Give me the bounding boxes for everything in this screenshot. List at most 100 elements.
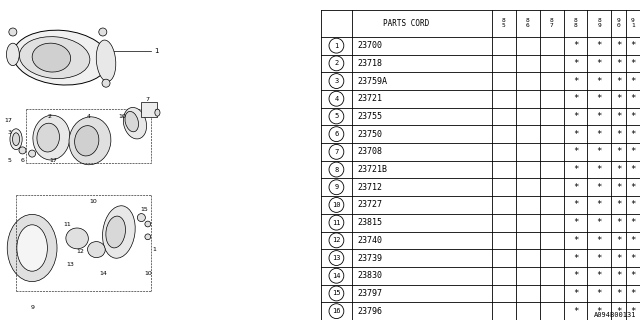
Text: *: * (596, 147, 602, 156)
Text: 23700: 23700 (358, 41, 383, 50)
Ellipse shape (155, 109, 160, 116)
Text: *: * (630, 253, 636, 262)
Text: 23718: 23718 (358, 59, 383, 68)
Text: 12: 12 (332, 237, 340, 243)
Ellipse shape (106, 216, 125, 248)
Text: *: * (596, 253, 602, 262)
Text: 23712: 23712 (358, 183, 383, 192)
Text: 23750: 23750 (358, 130, 383, 139)
Text: A094B00131: A094B00131 (595, 312, 637, 318)
Text: 3: 3 (334, 78, 339, 84)
Ellipse shape (7, 214, 57, 282)
Text: 2: 2 (334, 60, 339, 66)
Ellipse shape (13, 133, 20, 146)
Text: 23755: 23755 (358, 112, 383, 121)
Text: 10: 10 (90, 199, 97, 204)
Text: *: * (573, 130, 578, 139)
Ellipse shape (33, 115, 70, 160)
Text: *: * (573, 76, 578, 85)
Text: *: * (616, 236, 621, 245)
Text: *: * (630, 112, 636, 121)
Text: 23721B: 23721B (358, 165, 388, 174)
Text: *: * (596, 307, 602, 316)
FancyBboxPatch shape (141, 102, 157, 117)
Ellipse shape (17, 225, 47, 271)
Text: 2: 2 (48, 114, 52, 119)
Text: *: * (616, 253, 621, 262)
Text: *: * (630, 271, 636, 280)
Text: 9
0: 9 0 (616, 18, 620, 28)
Ellipse shape (19, 147, 26, 154)
Text: *: * (596, 183, 602, 192)
Text: 10: 10 (118, 114, 126, 119)
Text: 8
5: 8 5 (502, 18, 506, 28)
Ellipse shape (6, 43, 19, 66)
Ellipse shape (32, 43, 70, 72)
Text: 8
9: 8 9 (598, 18, 601, 28)
Text: 7: 7 (334, 149, 339, 155)
Text: *: * (630, 200, 636, 210)
Text: 13: 13 (332, 255, 340, 261)
Text: *: * (616, 307, 621, 316)
Text: *: * (630, 59, 636, 68)
Ellipse shape (9, 28, 17, 36)
Text: 6: 6 (334, 131, 339, 137)
Ellipse shape (145, 221, 150, 227)
Text: 4: 4 (334, 96, 339, 102)
Text: 13: 13 (67, 261, 75, 267)
Ellipse shape (138, 214, 145, 221)
Text: 9: 9 (30, 305, 34, 310)
Text: *: * (596, 236, 602, 245)
Text: *: * (616, 130, 621, 139)
Text: 12: 12 (76, 249, 84, 254)
Text: 11: 11 (332, 220, 340, 226)
Text: 8
7: 8 7 (550, 18, 554, 28)
Text: 10: 10 (144, 271, 152, 276)
Text: *: * (616, 59, 621, 68)
Text: *: * (573, 307, 578, 316)
Text: *: * (616, 289, 621, 298)
Text: 7: 7 (146, 97, 150, 102)
Text: *: * (616, 200, 621, 210)
Text: *: * (630, 218, 636, 227)
Text: *: * (573, 112, 578, 121)
Text: 23727: 23727 (358, 200, 383, 210)
Text: *: * (596, 200, 602, 210)
Text: 15: 15 (141, 207, 148, 212)
Text: *: * (596, 76, 602, 85)
Text: 1: 1 (154, 48, 159, 54)
Text: 23739: 23739 (358, 253, 383, 262)
Text: 4: 4 (86, 114, 90, 119)
Text: 23815: 23815 (358, 218, 383, 227)
Text: 5: 5 (8, 158, 12, 163)
Text: *: * (573, 147, 578, 156)
Text: *: * (573, 289, 578, 298)
Text: *: * (573, 165, 578, 174)
Ellipse shape (96, 40, 116, 82)
Ellipse shape (66, 228, 88, 249)
Text: 23708: 23708 (358, 147, 383, 156)
Text: *: * (616, 76, 621, 85)
Ellipse shape (125, 111, 138, 132)
Text: *: * (630, 183, 636, 192)
Text: 8: 8 (155, 108, 159, 114)
Text: *: * (616, 271, 621, 280)
Text: 23740: 23740 (358, 236, 383, 245)
Text: *: * (596, 59, 602, 68)
Ellipse shape (10, 129, 22, 150)
Ellipse shape (102, 79, 110, 87)
Text: 17: 17 (4, 117, 12, 123)
Text: *: * (596, 218, 602, 227)
Text: *: * (630, 307, 636, 316)
Text: 6: 6 (20, 158, 24, 163)
Text: *: * (596, 130, 602, 139)
Text: *: * (616, 112, 621, 121)
Text: *: * (596, 94, 602, 103)
Text: PARTS CORD: PARTS CORD (383, 19, 429, 28)
Text: 5: 5 (334, 114, 339, 119)
Text: *: * (630, 147, 636, 156)
Text: *: * (573, 94, 578, 103)
Text: *: * (630, 76, 636, 85)
Text: 1: 1 (152, 247, 156, 252)
Text: 23759A: 23759A (358, 76, 388, 85)
